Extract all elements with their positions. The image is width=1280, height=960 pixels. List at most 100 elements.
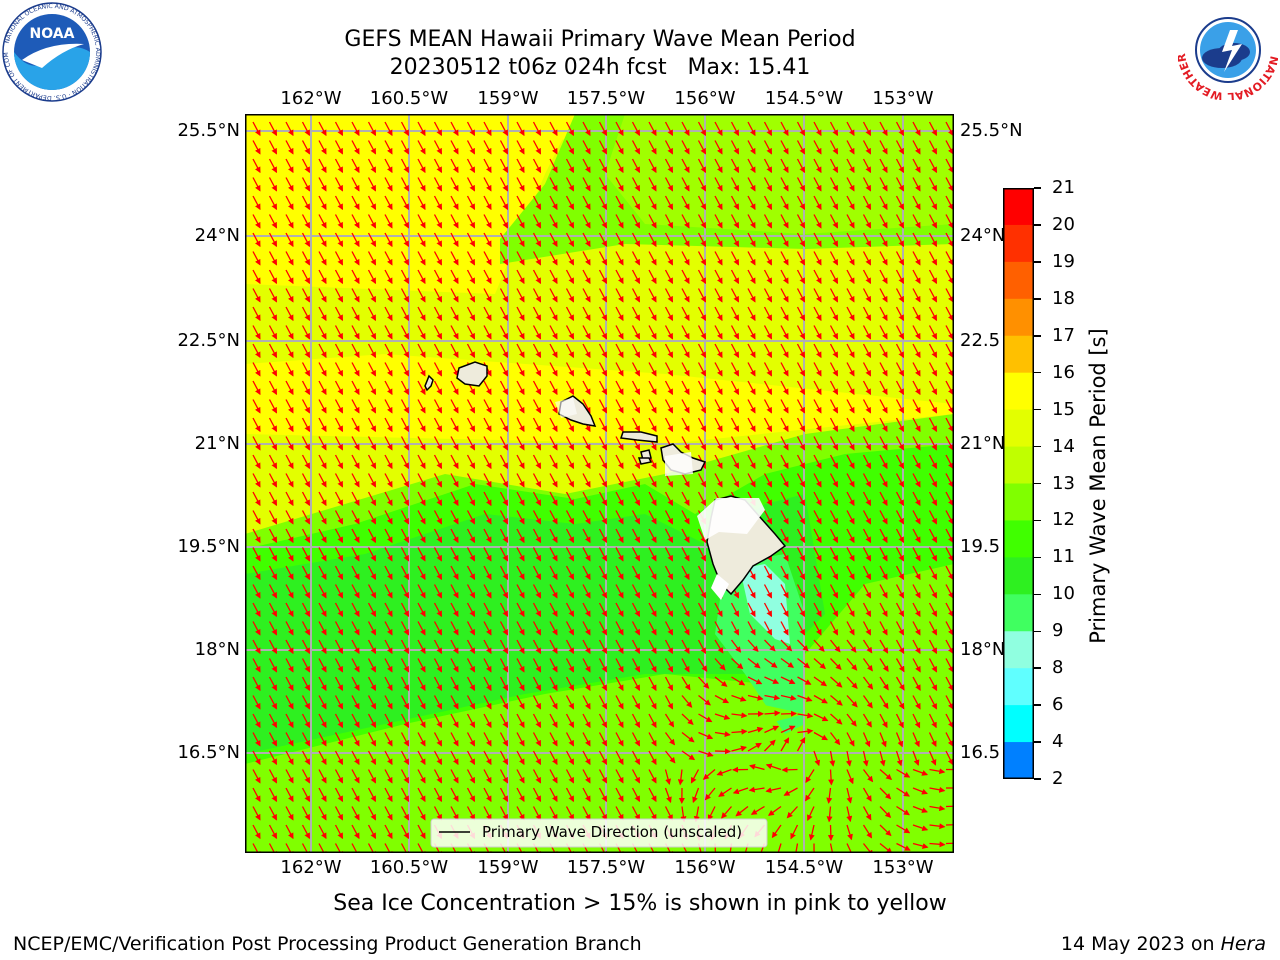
wave-direction-arrow xyxy=(827,824,834,841)
wave-direction-arrow xyxy=(615,195,624,211)
wave-direction-arrow xyxy=(945,232,954,248)
kahoolawe-island xyxy=(637,457,653,465)
wave-direction-arrow xyxy=(351,343,360,359)
wave-direction-arrow xyxy=(862,158,872,174)
wave-direction-arrow xyxy=(928,121,938,137)
wave-direction-arrow xyxy=(829,121,839,137)
wave-direction-arrow xyxy=(549,288,558,303)
wave-direction-arrow xyxy=(318,158,327,174)
wave-direction-arrow xyxy=(367,195,377,211)
wave-direction-arrow xyxy=(499,177,509,192)
wave-direction-arrow xyxy=(499,306,509,322)
wave-direction-arrow xyxy=(763,325,773,340)
wave-direction-arrow xyxy=(846,399,855,414)
lat-tick-left: 18°N xyxy=(194,639,240,660)
wave-direction-arrow xyxy=(681,158,690,174)
wave-direction-arrow xyxy=(516,269,525,285)
wave-direction-arrow xyxy=(351,269,360,285)
wave-direction-arrow xyxy=(318,232,327,248)
wave-direction-arrow xyxy=(615,306,624,322)
wave-direction-arrow xyxy=(549,325,558,340)
wave-direction-arrow xyxy=(862,195,872,211)
wave-direction-arrow xyxy=(318,343,327,359)
wave-direction-arrow xyxy=(318,214,327,229)
wave-direction-arrow xyxy=(318,140,327,155)
wave-direction-arrow xyxy=(285,306,294,322)
wave-direction-arrow xyxy=(516,399,525,414)
wave-direction-arrow xyxy=(285,232,294,248)
wave-direction-arrow xyxy=(945,417,954,433)
wave-direction-arrow xyxy=(631,251,641,266)
wave-direction-arrow xyxy=(945,140,954,155)
wave-direction-arrow xyxy=(714,325,723,340)
wave-direction-arrow xyxy=(945,325,954,340)
wave-direction-arrow xyxy=(648,306,657,322)
lat-tick-right: 18°N xyxy=(960,639,1006,660)
wave-direction-arrow xyxy=(565,436,575,451)
wave-direction-arrow xyxy=(697,195,707,211)
wave-direction-arrow xyxy=(285,325,294,340)
lat-tick-left: 24°N xyxy=(194,225,240,246)
wave-direction-arrow xyxy=(912,121,921,137)
wave-direction-arrow xyxy=(334,158,344,174)
colorbar-swatch xyxy=(1003,520,1034,558)
wave-direction-arrow xyxy=(334,288,344,303)
wave-direction-arrow xyxy=(879,399,888,414)
wave-direction-arrow xyxy=(813,399,822,414)
wave-direction-arrows xyxy=(252,121,962,860)
wave-direction-arrow xyxy=(598,140,608,155)
wave-direction-arrow xyxy=(615,214,624,229)
wave-direction-arrow xyxy=(516,325,525,340)
wave-direction-arrow xyxy=(615,436,624,451)
wave-direction-arrow xyxy=(499,232,509,248)
wave-direction-arrow xyxy=(664,195,674,211)
wave-direction-arrow xyxy=(516,214,525,229)
wave-direction-arrow xyxy=(945,343,954,359)
wave-direction-arrow xyxy=(895,380,905,396)
wave-direction-arrow xyxy=(648,251,657,266)
wave-direction-arrow xyxy=(681,325,690,340)
wave-direction-arrow xyxy=(879,325,888,340)
wave-direction-arrow xyxy=(268,380,278,396)
wave-direction-arrow xyxy=(747,288,756,303)
wave-direction-arrow xyxy=(334,417,344,433)
wave-direction-arrow xyxy=(829,399,839,414)
wave-direction-arrow xyxy=(813,436,822,451)
wave-direction-arrow xyxy=(565,177,575,192)
wave-direction-arrow xyxy=(483,158,492,174)
wave-direction-arrow xyxy=(499,343,509,359)
wave-direction-arrow xyxy=(648,232,657,248)
wave-direction-arrow xyxy=(598,306,608,322)
wave-direction-arrow xyxy=(664,177,674,192)
lon-tick-bottom: 159°W xyxy=(477,857,539,878)
colorbar-tick-label: 13 xyxy=(1052,472,1075,494)
wave-direction-arrow xyxy=(318,417,327,433)
wave-direction-arrow xyxy=(565,121,575,137)
wave-direction-arrow xyxy=(615,325,624,340)
wave-direction-arrow xyxy=(714,140,723,155)
wave-direction-arrow xyxy=(648,399,657,414)
footer-date-text: 14 May 2023 on xyxy=(1060,933,1221,955)
wave-direction-arrow xyxy=(417,417,426,433)
wave-direction-arrow xyxy=(780,140,789,155)
wave-direction-arrow xyxy=(763,140,773,155)
wave-direction-arrow xyxy=(813,343,822,359)
wave-direction-arrow xyxy=(384,158,393,174)
wave-direction-arrow xyxy=(549,251,558,266)
wave-direction-arrow xyxy=(351,251,360,266)
wave-direction-arrow xyxy=(829,380,839,396)
wave-direction-arrow xyxy=(516,343,525,359)
wave-direction-arrow xyxy=(252,288,261,303)
wave-direction-arrow xyxy=(466,399,476,414)
wave-direction-arrow xyxy=(862,177,872,192)
wave-direction-arrow xyxy=(631,158,641,174)
wave-direction-arrow xyxy=(549,343,558,359)
wave-direction-arrow xyxy=(714,214,723,229)
wave-direction-arrow xyxy=(384,417,393,433)
lat-tick-right: 24°N xyxy=(960,225,1006,246)
wave-direction-arrow xyxy=(714,748,731,755)
wave-direction-arrow xyxy=(433,121,443,137)
wave-direction-arrow xyxy=(928,195,938,211)
colorbar-tick-label: 4 xyxy=(1052,731,1064,753)
wave-direction-arrow xyxy=(796,195,806,211)
